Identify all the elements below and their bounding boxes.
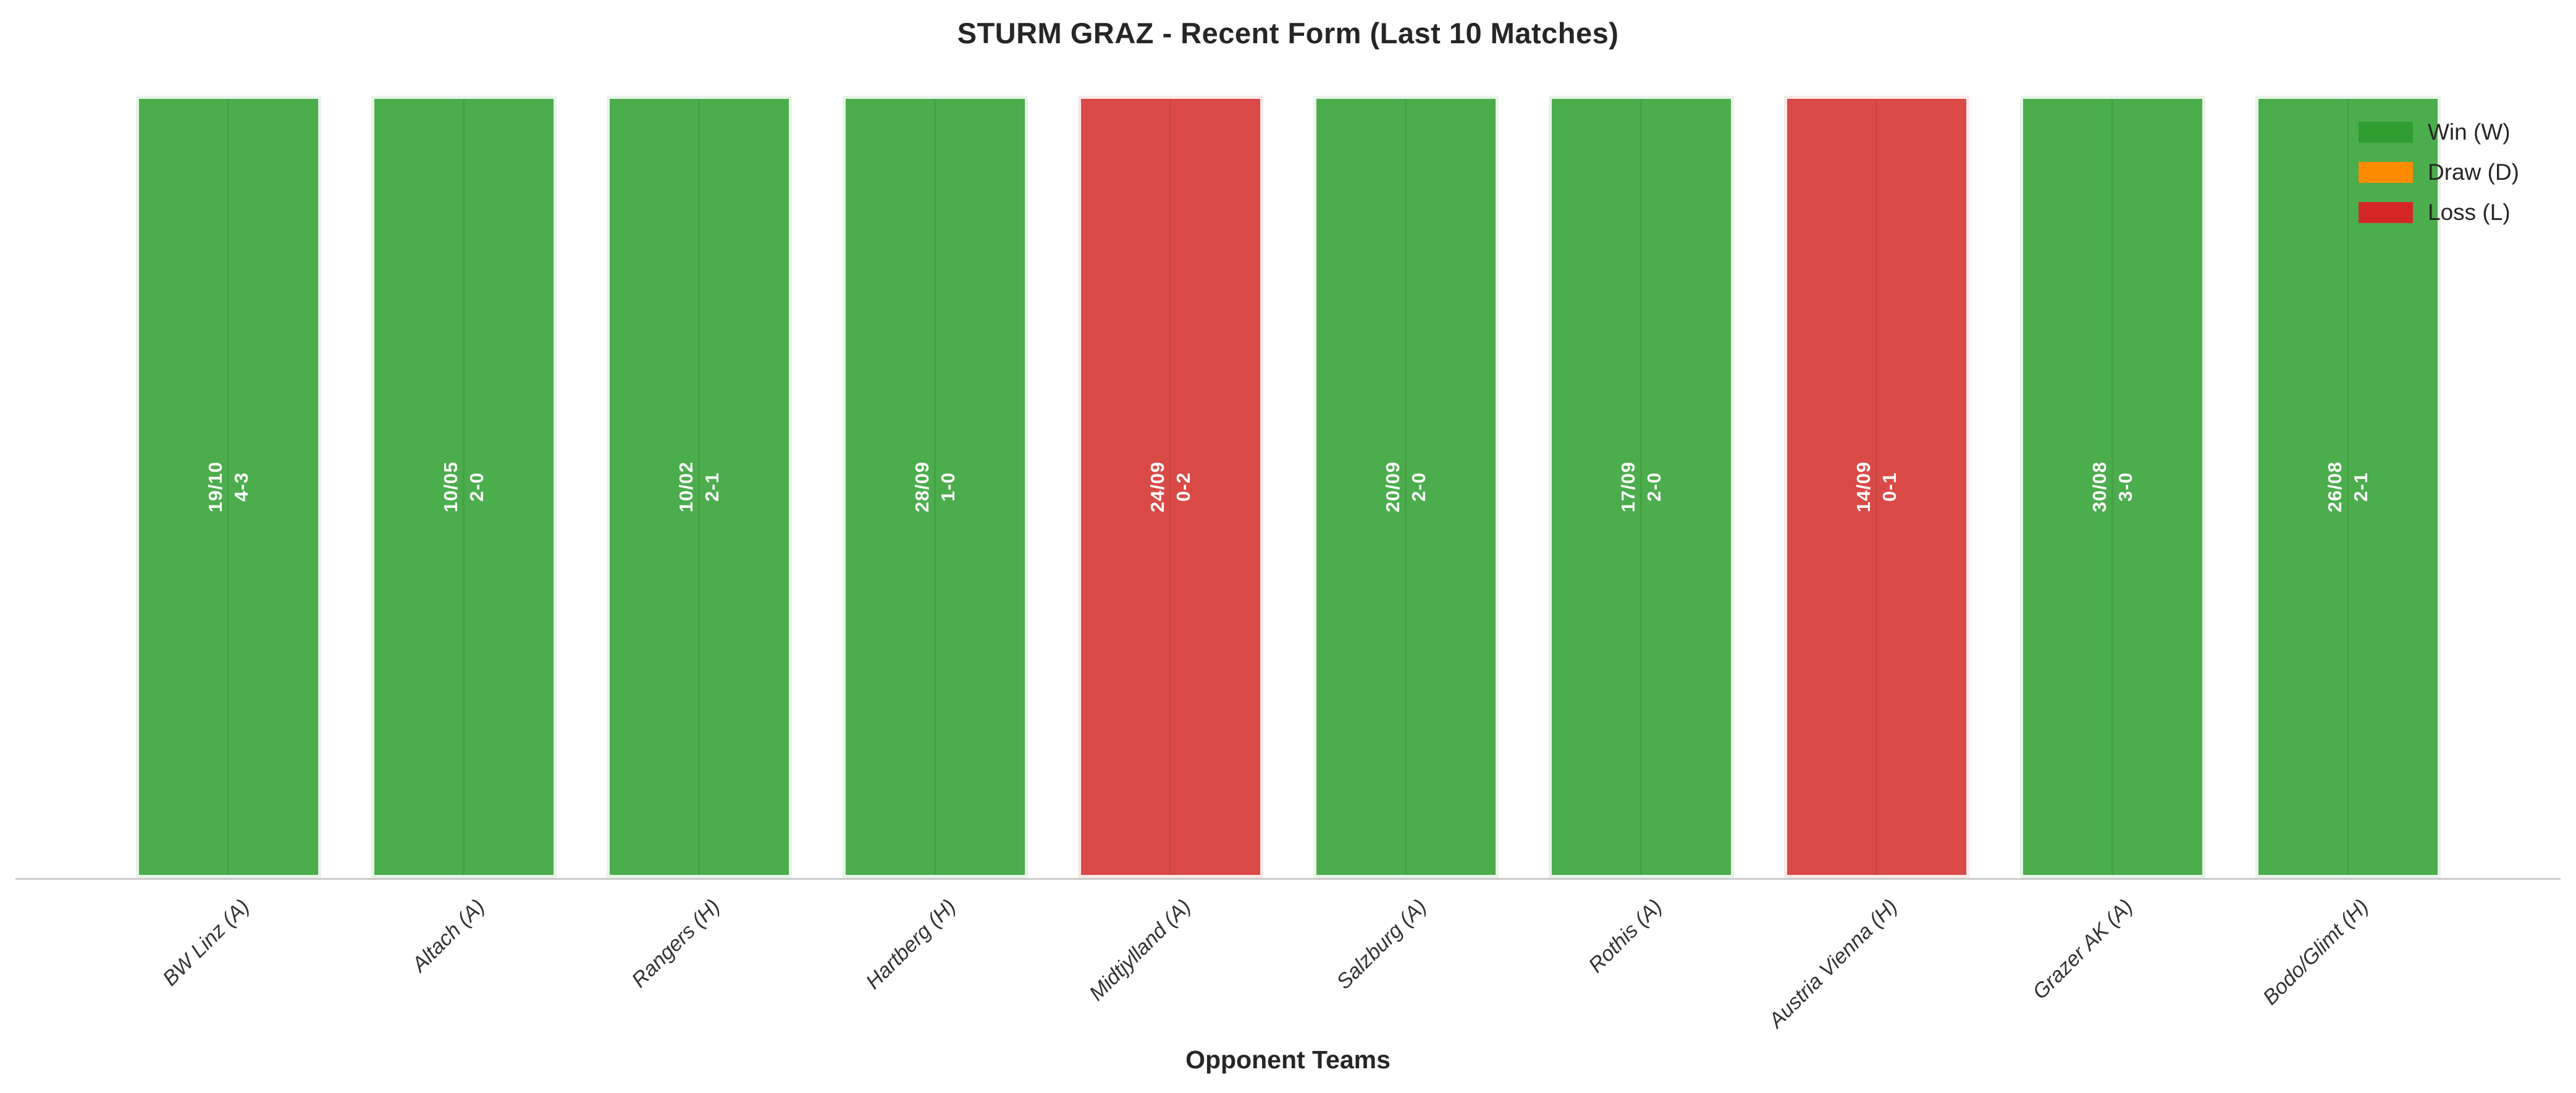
- bar-annotation: 14/09 0-1: [1853, 461, 1901, 513]
- bar-annotation: 20/09 2-0: [1382, 461, 1429, 513]
- gridline: [1640, 99, 1643, 875]
- legend-swatch: [2359, 122, 2413, 143]
- bar-annotation: 30/08 3-0: [2088, 461, 2136, 513]
- gridline: [463, 99, 465, 875]
- bar-loss: 14/09 0-1: [1784, 96, 1970, 878]
- bar-win: 10/05 2-0: [371, 96, 557, 878]
- legend-swatch: [2359, 162, 2413, 183]
- x-tick-label: BW Linz (A): [158, 895, 254, 991]
- bar-loss: 24/09 0-2: [1077, 96, 1263, 878]
- x-tick-label: Grazer AK (A): [2028, 895, 2138, 1004]
- x-tick-label: Rangers (H): [627, 895, 725, 992]
- legend-label: Win (W): [2428, 119, 2511, 145]
- bar-win: 17/09 2-0: [1549, 96, 1735, 878]
- x-tick-label: Bodo/Glimt (H): [2258, 895, 2373, 1010]
- bar-annotation: 10/05 2-0: [440, 461, 488, 513]
- legend-swatch: [2359, 202, 2413, 223]
- legend-label: Loss (L): [2428, 200, 2511, 225]
- bar-win: 10/02 2-1: [607, 96, 793, 878]
- x-tick-label: Hartberg (H): [861, 895, 961, 994]
- gridline: [698, 99, 701, 875]
- x-tick-label: Salzburg (A): [1332, 895, 1431, 994]
- x-tick-label: Altach (A): [407, 895, 490, 977]
- gridline: [1169, 99, 1171, 875]
- legend-row: Win (W): [2359, 119, 2519, 145]
- bar-win: 26/08 2-1: [2255, 96, 2441, 878]
- bar-annotation: 19/10 4-3: [204, 461, 252, 513]
- gridline: [2346, 99, 2349, 875]
- gridline: [227, 99, 229, 875]
- chart-title: STURM GRAZ - Recent Form (Last 10 Matche…: [957, 17, 1619, 49]
- x-tick-label: Midtjylland (A): [1085, 895, 1196, 1006]
- bar-annotation: 26/08 2-1: [2323, 461, 2372, 513]
- legend-row: Draw (D): [2359, 159, 2519, 185]
- bar-annotation: 28/09 1-0: [911, 461, 959, 513]
- bar-annotation: 10/02 2-1: [675, 461, 723, 513]
- bar-win: 30/08 3-0: [2019, 96, 2205, 878]
- bar-win: 28/09 1-0: [842, 96, 1028, 878]
- gridline: [2111, 99, 2113, 875]
- x-tick-label: Rothis (A): [1584, 895, 1667, 977]
- bar-win: 19/10 4-3: [136, 96, 321, 878]
- gridline: [1875, 99, 1878, 875]
- legend: Win (W) Draw (D) Loss (L): [2359, 119, 2519, 242]
- x-axis-line: [15, 878, 2561, 880]
- bar-annotation: 24/09 0-2: [1146, 461, 1194, 513]
- bar-annotation: 17/09 2-0: [1617, 461, 1665, 513]
- legend-label: Draw (D): [2428, 159, 2519, 185]
- x-axis-title: Opponent Teams: [1185, 1045, 1391, 1074]
- legend-row: Loss (L): [2359, 200, 2519, 225]
- gridline: [933, 99, 936, 875]
- x-tick-label: Austria Vienna (H): [1764, 895, 1903, 1032]
- bar-win: 20/09 2-0: [1313, 96, 1499, 878]
- gridline: [1405, 99, 1407, 875]
